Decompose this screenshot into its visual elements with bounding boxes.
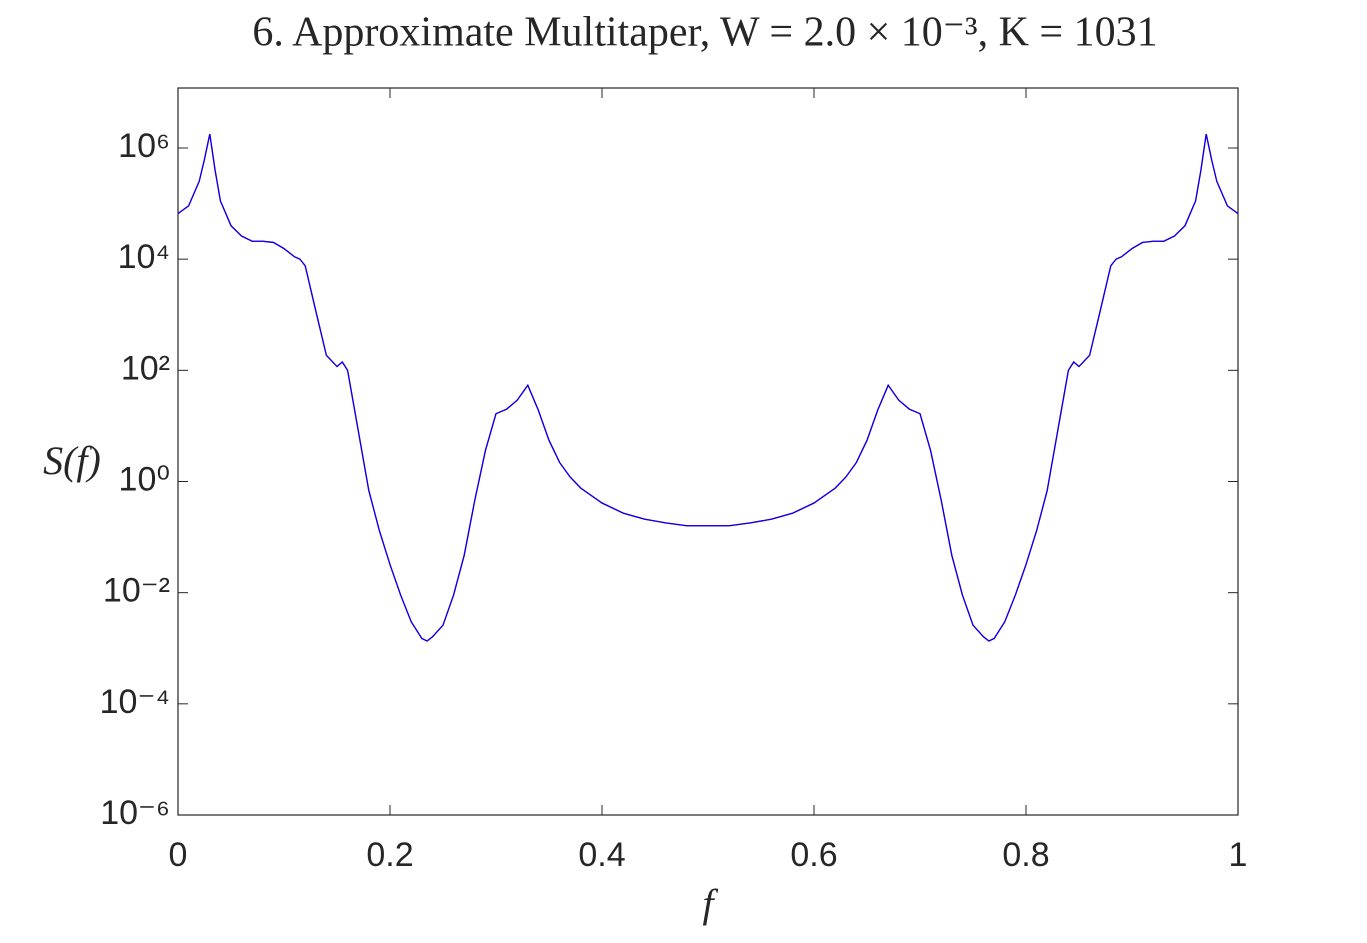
y-tick-label: 10⁶ [118, 127, 170, 165]
x-tick-label: 0.8 [1002, 836, 1049, 874]
y-tick-label: 10² [121, 349, 170, 387]
series-line [177, 133, 1239, 642]
y-tick-label: 10⁻² [103, 572, 170, 610]
axes-box [177, 87, 1239, 816]
y-tick-label: 10⁰ [119, 460, 170, 498]
y-tick-label: 10⁴ [118, 238, 170, 276]
y-tick-label: 10⁻⁶ [100, 794, 170, 832]
y-tick-label: 10⁻⁴ [100, 683, 170, 721]
x-tick-label: 1 [1229, 836, 1248, 874]
x-tick-label: 0.2 [366, 836, 413, 874]
x-tick-label: 0.6 [790, 836, 837, 874]
x-tick-label: 0 [169, 836, 188, 874]
y-axis-label: S(f) [43, 438, 101, 483]
x-tick-label: 0.4 [578, 836, 625, 874]
chart-title: 6. Approximate Multitaper, W = 2.0 × 10⁻… [252, 10, 1157, 56]
